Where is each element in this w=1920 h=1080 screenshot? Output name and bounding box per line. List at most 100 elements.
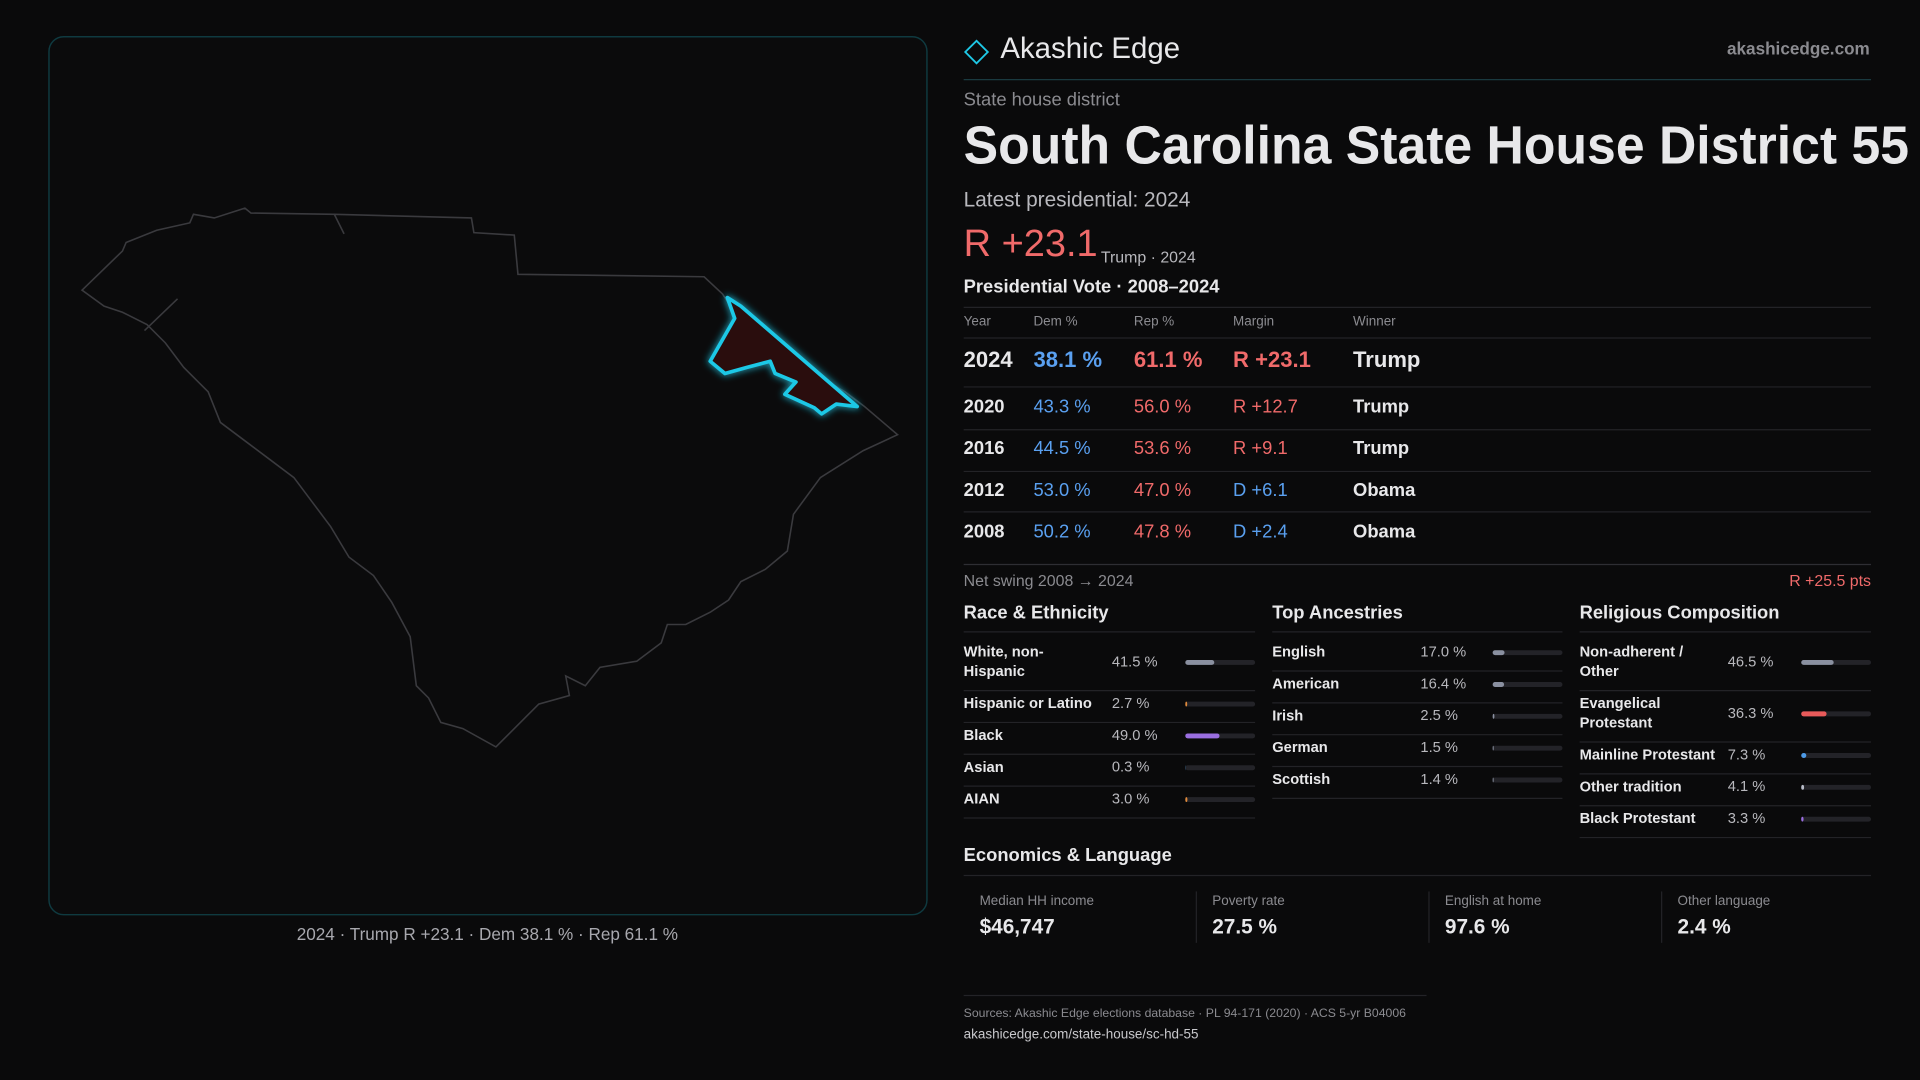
item-label: English [1272, 645, 1325, 661]
map-caption: 2024 · Trump R +23.1 · Dem 38.1 % · Rep … [297, 924, 678, 944]
table-cell: D +6.1 [1233, 479, 1288, 500]
bar [1801, 784, 1805, 790]
stat-label: Other language [1678, 893, 1771, 908]
bar [1492, 650, 1505, 656]
item-label: Non-adherent / Other [1580, 645, 1688, 681]
state-outline [80, 207, 900, 748]
table-cell: 53.6 % [1134, 437, 1191, 458]
table-cell: R +9.1 [1233, 437, 1288, 458]
table-cell: R +23.1 [1233, 347, 1311, 372]
table-cell: 47.0 % [1134, 479, 1191, 500]
stat-value: 27.5 % [1212, 916, 1277, 939]
bar-track [1492, 777, 1563, 783]
item-label: Scottish [1272, 772, 1330, 788]
item-label: Mainline Protestant [1580, 747, 1716, 763]
table-cell: 61.1 % [1134, 347, 1203, 372]
stat-value: 97.6 % [1445, 916, 1510, 939]
item-value: 46.5 % [1728, 654, 1774, 670]
bar [1492, 713, 1495, 719]
item-label: Black Protestant [1580, 811, 1696, 827]
item-value: 2.7 % [1112, 696, 1150, 712]
item-value: 7.3 % [1728, 747, 1766, 763]
bar-track [1801, 816, 1872, 822]
stat-label: Poverty rate [1212, 893, 1285, 908]
section-title: Economics & Language [964, 844, 1172, 865]
stat-value: $46,747 [980, 916, 1055, 939]
item-label: American [1272, 676, 1339, 692]
item-value: 3.0 % [1112, 791, 1150, 807]
table-cell: Obama [1353, 479, 1416, 500]
bar [1492, 777, 1494, 783]
column-header: Dem % [1033, 314, 1077, 329]
table-cell: 38.1 % [1033, 347, 1102, 372]
bar [1185, 660, 1215, 665]
section-title: Religious Composition [1580, 601, 1780, 622]
item-label: Hispanic or Latino [964, 696, 1092, 712]
table-cell: Trump [1353, 437, 1409, 458]
column-header: Rep % [1134, 314, 1174, 329]
kicker: State house district [964, 88, 1120, 109]
item-value: 49.0 % [1112, 728, 1158, 744]
stat-label: English at home [1445, 893, 1541, 908]
table-cell: 56.0 % [1134, 396, 1191, 417]
bar [1185, 797, 1188, 803]
page-title: South Carolina State House District 55 [964, 116, 1909, 176]
margin-note: Trump · 2024 [1101, 250, 1196, 267]
bar [1801, 753, 1807, 758]
item-value: 17.0 % [1420, 645, 1466, 661]
latest-label: Latest presidential: 2024 [964, 188, 1191, 211]
item-label: Black [964, 728, 1004, 744]
item-label: German [1272, 740, 1328, 756]
item-label: AIAN [964, 791, 1000, 807]
section-title: Top Ancestries [1272, 601, 1403, 622]
bar [1801, 660, 1834, 665]
bar-track [1185, 701, 1256, 707]
table-cell: D +2.4 [1233, 520, 1288, 541]
column-header: Year [964, 314, 992, 329]
item-label: Evangelical Protestant [1580, 696, 1665, 732]
table-cell: R +12.7 [1233, 396, 1298, 417]
district-outline [708, 295, 859, 416]
brand-name: Akashic Edge [1000, 32, 1180, 65]
item-value: 16.4 % [1420, 676, 1466, 692]
item-value: 1.4 % [1420, 772, 1458, 788]
bar-track [1801, 753, 1872, 758]
logo-icon [963, 39, 990, 65]
item-value: 3.3 % [1728, 811, 1766, 827]
table-cell: 53.0 % [1033, 479, 1090, 500]
bar-track [1492, 682, 1563, 687]
source-url[interactable]: akashicedge.com/state-house/sc-hd-55 [964, 1026, 1199, 1041]
item-value: 36.3 % [1728, 706, 1774, 722]
section-title: Race & Ethnicity [964, 601, 1110, 622]
item-value: 1.5 % [1420, 740, 1458, 756]
table-cell: 50.2 % [1033, 520, 1090, 541]
bar [1801, 816, 1804, 822]
map-panel [48, 36, 928, 916]
table-cell: Trump [1353, 347, 1420, 372]
table-title: Presidential Vote · 2008–2024 [964, 276, 1221, 297]
stat-label: Median HH income [980, 893, 1094, 908]
item-label: Asian [964, 760, 1004, 776]
table-cell: 43.3 % [1033, 396, 1090, 417]
bar [1492, 745, 1494, 751]
item-label: White, non-Hispanic [964, 645, 1044, 681]
table-cell: 2016 [964, 437, 1005, 458]
item-label: Other tradition [1580, 779, 1682, 795]
column-header: Margin [1233, 314, 1274, 329]
brand-site[interactable]: akashicedge.com [1727, 39, 1870, 59]
item-value: 0.3 % [1112, 760, 1150, 776]
headline-margin: R +23.1 [964, 223, 1098, 265]
item-value: 4.1 % [1728, 779, 1766, 795]
bar [1185, 701, 1188, 707]
bar-track [1801, 784, 1872, 790]
item-label: Irish [1272, 708, 1303, 724]
table-cell: 2020 [964, 396, 1005, 417]
table-cell: 2024 [964, 347, 1014, 372]
bar [1492, 682, 1505, 687]
bar-track [1492, 650, 1563, 656]
bar-track [1492, 713, 1563, 719]
stat-value: 2.4 % [1678, 916, 1731, 939]
sources: Sources: Akashic Edge elections database… [964, 1006, 1406, 1020]
bar-track [1185, 797, 1256, 803]
